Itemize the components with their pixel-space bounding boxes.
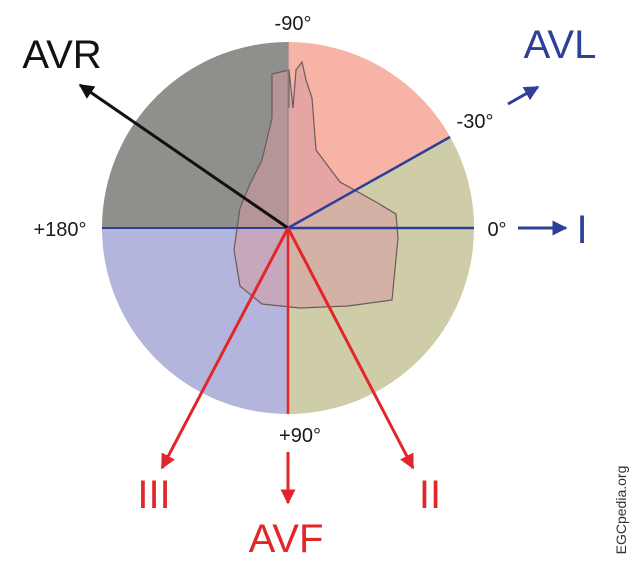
angle-label-upper-right: -30°	[457, 111, 494, 133]
angle-label-right: 0°	[487, 219, 506, 241]
lead-label-iii: III	[137, 473, 170, 517]
lead-label-avr: AVR	[22, 33, 101, 77]
lead-label-ii: II	[419, 473, 441, 517]
angle-label-bottom: +90°	[279, 425, 321, 447]
heart-silhouette	[233, 60, 399, 309]
watermark: EGCpedia.org	[613, 466, 629, 555]
angle-label-top: -90°	[275, 13, 312, 35]
lead-label-avl: AVL	[524, 23, 597, 67]
lead-label-i: I	[576, 208, 587, 252]
quadrant-upper-left	[102, 42, 288, 228]
lead-iii-vector	[160, 227, 290, 470]
lead-avl-arrow	[507, 85, 540, 106]
lead-label-avf: AVF	[249, 517, 324, 561]
lead-avl-vector	[287, 135, 451, 230]
lead-ii-vector	[286, 227, 415, 470]
angle-label-left: +180°	[33, 219, 86, 241]
lead-avr-vector	[78, 83, 289, 230]
